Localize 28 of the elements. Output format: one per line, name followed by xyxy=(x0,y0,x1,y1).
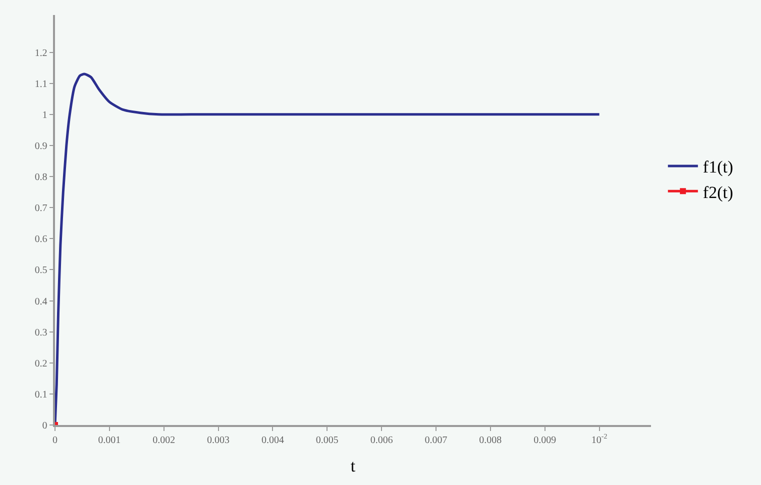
y-tick-label: 0.2 xyxy=(34,358,48,370)
y-tick-label: 0.3 xyxy=(34,327,48,338)
y-tick-label: 1 xyxy=(42,110,48,121)
y-tick-label: 0.9 xyxy=(34,140,48,152)
x-tick-label: 0.001 xyxy=(98,434,121,446)
x-tick-label: 0.009 xyxy=(534,434,556,446)
x-tick-label: 0.005 xyxy=(316,434,338,446)
x-tick-label: 0.007 xyxy=(424,434,448,446)
y-tick-label: 0.6 xyxy=(34,234,48,246)
legend-label: f1(t) xyxy=(702,158,734,177)
x-tick-label: 10$^{-2}$ xyxy=(591,432,608,446)
x-tick-label: 0.006 xyxy=(370,434,393,446)
y-tick-label: 0.8 xyxy=(34,172,48,184)
x-axis-title: t xyxy=(350,456,356,476)
x-tick-label: 0.002 xyxy=(152,434,176,446)
legend-label: f2(t) xyxy=(702,182,734,202)
x-tick-label: 0.008 xyxy=(479,434,502,446)
x-tick-label: 0 xyxy=(52,434,58,446)
y-tick-label: 0.7 xyxy=(34,203,48,214)
x-tick-label: 0.004 xyxy=(261,434,284,446)
y-tick-label: 0.1 xyxy=(34,389,48,400)
y-tick-label: 1.1 xyxy=(34,78,48,90)
y-tick-label: 0.4 xyxy=(34,296,48,308)
y-tick-label: 0.5 xyxy=(34,265,48,276)
y-tick-label: 1.2 xyxy=(34,48,48,59)
x-tick-label: 0.003 xyxy=(207,434,230,446)
y-tick-label: 0 xyxy=(42,420,48,432)
line-series xyxy=(55,72,601,425)
